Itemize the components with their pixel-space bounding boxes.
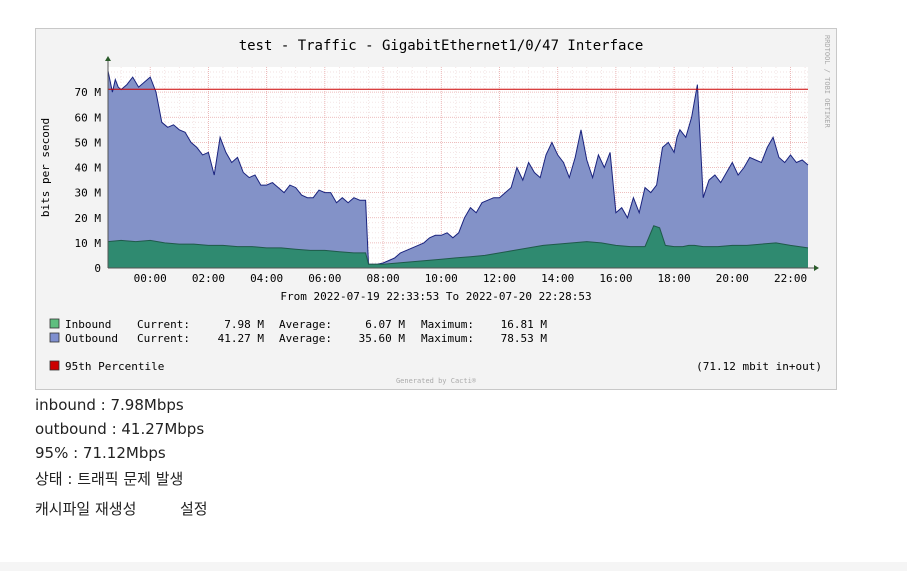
side-credit: RRDTOOL / TOBI OETIKER	[823, 35, 831, 129]
legend-maximum-label: Maximum:	[421, 318, 474, 331]
x-tick-label: 08:00	[366, 272, 399, 285]
y-axis-label: bits per second	[39, 118, 52, 217]
legend-current-label: Current:	[137, 318, 190, 331]
status-info: 상태 : 트래픽 문제 발생	[35, 470, 184, 488]
outbound-current-value: 41.27 M	[218, 332, 265, 345]
inbound-maximum-value: 16.81 M	[501, 318, 548, 331]
x-tick-label: 22:00	[774, 272, 807, 285]
x-tick-label: 16:00	[599, 272, 632, 285]
y-tick-label: 50 M	[75, 136, 102, 149]
x-tick-label: 20:00	[716, 272, 749, 285]
x-tick-label: 12:00	[483, 272, 516, 285]
outbound-line	[107, 70, 809, 265]
outbound-area	[108, 70, 808, 268]
traffic-graph: test - Traffic - GigabitEthernet1/0/47 I…	[39, 35, 831, 385]
outbound-legend-name: Outbound	[65, 332, 118, 345]
traffic-graph-panel: test - Traffic - GigabitEthernet1/0/47 I…	[35, 28, 837, 390]
x-tick-label: 02:00	[192, 272, 225, 285]
inbound-info: inbound : 7.98Mbps	[35, 396, 184, 414]
generated-by-label: Generated by Cacti®	[396, 377, 477, 385]
regenerate-cache-link[interactable]: 캐시파일 재생성	[35, 500, 137, 518]
x-tick-label: 14:00	[541, 272, 574, 285]
legend-average-label: Average:	[279, 332, 332, 345]
legend-current-label: Current:	[137, 332, 190, 345]
y-tick-label: 40 M	[75, 162, 102, 175]
x-tick-label: 00:00	[134, 272, 167, 285]
y-tick-label: 0	[94, 262, 101, 275]
chart-title: test - Traffic - GigabitEthernet1/0/47 I…	[239, 38, 644, 54]
outbound-average-value: 35.60 M	[359, 332, 406, 345]
settings-link[interactable]: 설정	[180, 500, 208, 518]
outbound-legend-swatch	[49, 332, 60, 343]
y-tick-label: 10 M	[75, 237, 102, 250]
percentile-legend-swatch	[49, 360, 60, 371]
y-axis-arrow	[105, 56, 111, 61]
inbound-average-value: 6.07 M	[365, 318, 405, 331]
inbound-current-value: 7.98 M	[224, 318, 264, 331]
y-tick-label: 20 M	[75, 212, 102, 225]
outbound-maximum-value: 78.53 M	[501, 332, 548, 345]
x-axis-arrow	[814, 265, 819, 271]
y-tick-label: 60 M	[75, 111, 102, 124]
percentile-legend-name: 95th Percentile	[65, 360, 164, 373]
x-tick-label: 04:00	[250, 272, 283, 285]
period-label: From 2022-07-19 22:33:53 To 2022-07-20 2…	[280, 290, 591, 303]
outbound-info: outbound : 41.27Mbps	[35, 420, 205, 438]
legend-maximum-label: Maximum:	[421, 332, 474, 345]
inbound-legend-name: Inbound	[65, 318, 111, 331]
x-tick-label: 06:00	[308, 272, 341, 285]
x-tick-label: 18:00	[658, 272, 691, 285]
y-tick-label: 70 M	[75, 86, 102, 99]
percentile-note: (71.12 mbit in+out)	[696, 360, 822, 373]
inbound-legend-swatch	[49, 318, 60, 329]
legend-average-label: Average:	[279, 318, 332, 331]
inbound-line	[107, 225, 809, 265]
percentile-info: 95% : 71.12Mbps	[35, 444, 166, 462]
bottom-bar	[0, 562, 907, 571]
x-tick-label: 10:00	[425, 272, 458, 285]
y-tick-label: 30 M	[75, 187, 102, 200]
inbound-area	[108, 225, 808, 268]
